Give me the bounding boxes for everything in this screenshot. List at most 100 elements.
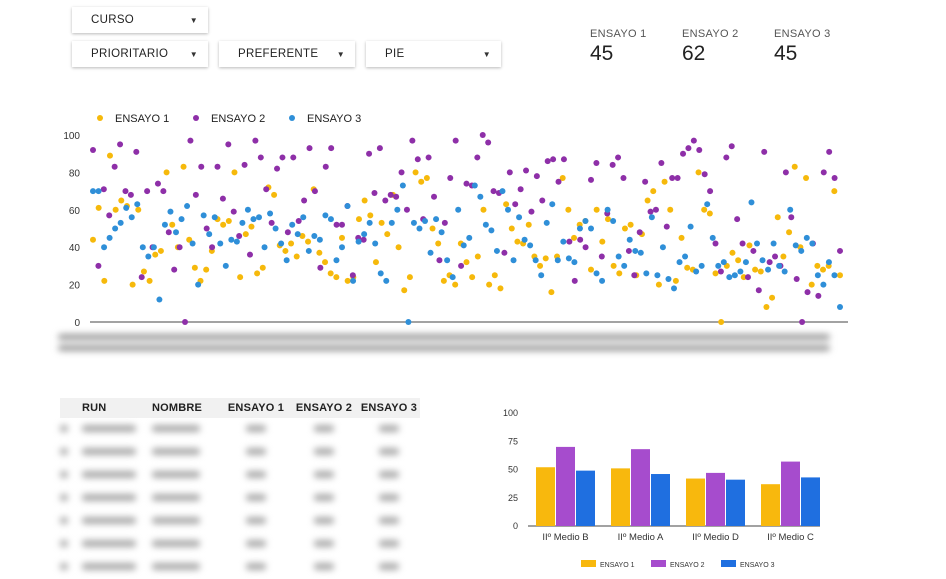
- data-point: [680, 150, 687, 157]
- data-point: [791, 163, 798, 170]
- data-point: [112, 206, 119, 213]
- legend-marker: [581, 560, 596, 567]
- data-point: [693, 268, 700, 275]
- data-point: [106, 234, 113, 241]
- data-point: [106, 152, 113, 159]
- data-point: [542, 255, 549, 262]
- data-point: [740, 274, 747, 281]
- data-point: [268, 219, 275, 226]
- y-tick-label: 40: [69, 243, 81, 254]
- prioritario-dropdown[interactable]: PRIORITARIO ▼: [72, 41, 208, 67]
- score-value: 62: [682, 42, 706, 65]
- data-point: [405, 319, 412, 325]
- data-point: [701, 171, 708, 178]
- data-point: [788, 214, 795, 221]
- data-point: [355, 216, 362, 223]
- data-point: [637, 249, 644, 256]
- data-point: [290, 154, 297, 161]
- chevron-down-icon: ▼: [189, 49, 198, 59]
- data-point: [759, 257, 766, 264]
- data-point: [482, 221, 489, 228]
- y-tick-label: 80: [69, 168, 81, 179]
- table-cell-redacted: [60, 516, 82, 527]
- data-point: [499, 188, 506, 195]
- table-cell-redacted: [290, 516, 358, 527]
- table-cell-redacted: [60, 539, 82, 550]
- data-point: [474, 253, 481, 260]
- data-point: [755, 287, 762, 294]
- data-point: [299, 232, 306, 239]
- data-point: [440, 277, 447, 284]
- y-tick-label: 0: [74, 318, 80, 329]
- data-point: [516, 214, 523, 221]
- data-point: [372, 240, 379, 247]
- table-cell-redacted: [290, 493, 358, 504]
- data-point: [90, 188, 96, 195]
- data-point: [295, 218, 302, 225]
- table-cell-redacted: [358, 516, 420, 527]
- chevron-down-icon: ▼: [189, 15, 198, 25]
- data-point: [327, 270, 334, 277]
- data-point: [503, 201, 510, 208]
- data-point: [469, 274, 476, 281]
- data-point: [786, 229, 793, 236]
- data-point: [808, 281, 815, 288]
- y-tick-label: 100: [503, 408, 518, 418]
- score-card-ensayo-1: ENSAYO 1 45: [590, 28, 647, 66]
- data-point: [90, 236, 96, 243]
- data-point: [555, 178, 562, 185]
- table-row: [60, 510, 420, 533]
- column-header-ensayo-2[interactable]: ENSAYO 2: [295, 402, 353, 414]
- data-point: [706, 210, 713, 217]
- data-point: [272, 225, 279, 232]
- column-header-ensayo-1[interactable]: ENSAYO 1: [227, 402, 285, 414]
- table-cell-redacted: [152, 493, 222, 504]
- table-cell-redacted: [222, 493, 290, 504]
- data-point: [225, 218, 232, 225]
- data-point: [647, 208, 654, 215]
- preferente-dropdown[interactable]: PREFERENTE ▼: [219, 41, 355, 67]
- data-point: [294, 231, 301, 238]
- data-point: [134, 201, 141, 208]
- table-cell-redacted: [82, 516, 152, 527]
- bar: [706, 472, 725, 526]
- data-point: [180, 163, 187, 170]
- table-cell-redacted: [152, 424, 222, 435]
- data-point: [184, 203, 191, 210]
- data-point: [274, 165, 281, 172]
- table-cell-redacted: [290, 562, 358, 573]
- legend-label: ENSAYO 2: [670, 562, 705, 569]
- data-point: [236, 232, 243, 239]
- column-header-run[interactable]: RUN: [82, 402, 107, 414]
- data-point: [178, 216, 185, 223]
- data-point: [100, 186, 107, 193]
- data-point: [209, 244, 216, 251]
- data-point: [717, 268, 724, 275]
- data-point: [233, 238, 240, 245]
- table-cell-redacted: [82, 470, 152, 481]
- data-point: [244, 206, 251, 213]
- data-point: [112, 225, 119, 232]
- data-point: [305, 238, 312, 245]
- data-point: [787, 206, 794, 213]
- table-row: [60, 418, 420, 441]
- pie-dropdown[interactable]: PIE ▼: [366, 41, 501, 67]
- table-cell-redacted: [222, 470, 290, 481]
- data-point: [685, 145, 692, 152]
- data-point: [560, 238, 567, 245]
- data-point: [506, 169, 513, 176]
- data-point: [831, 272, 838, 279]
- data-point: [501, 249, 508, 256]
- table-cell-redacted: [358, 447, 420, 458]
- curso-dropdown[interactable]: CURSO ▼: [72, 7, 208, 33]
- data-point: [228, 236, 235, 243]
- data-point: [444, 257, 451, 264]
- column-header-nombre[interactable]: NOMBRE: [152, 402, 203, 414]
- score-label: ENSAYO 1: [590, 28, 647, 40]
- bar: [781, 461, 800, 526]
- column-header-ensayo-3[interactable]: ENSAYO 3: [360, 402, 418, 414]
- bar: [726, 479, 745, 526]
- data-point: [548, 289, 555, 296]
- data-point: [793, 275, 800, 282]
- data-point: [219, 195, 226, 202]
